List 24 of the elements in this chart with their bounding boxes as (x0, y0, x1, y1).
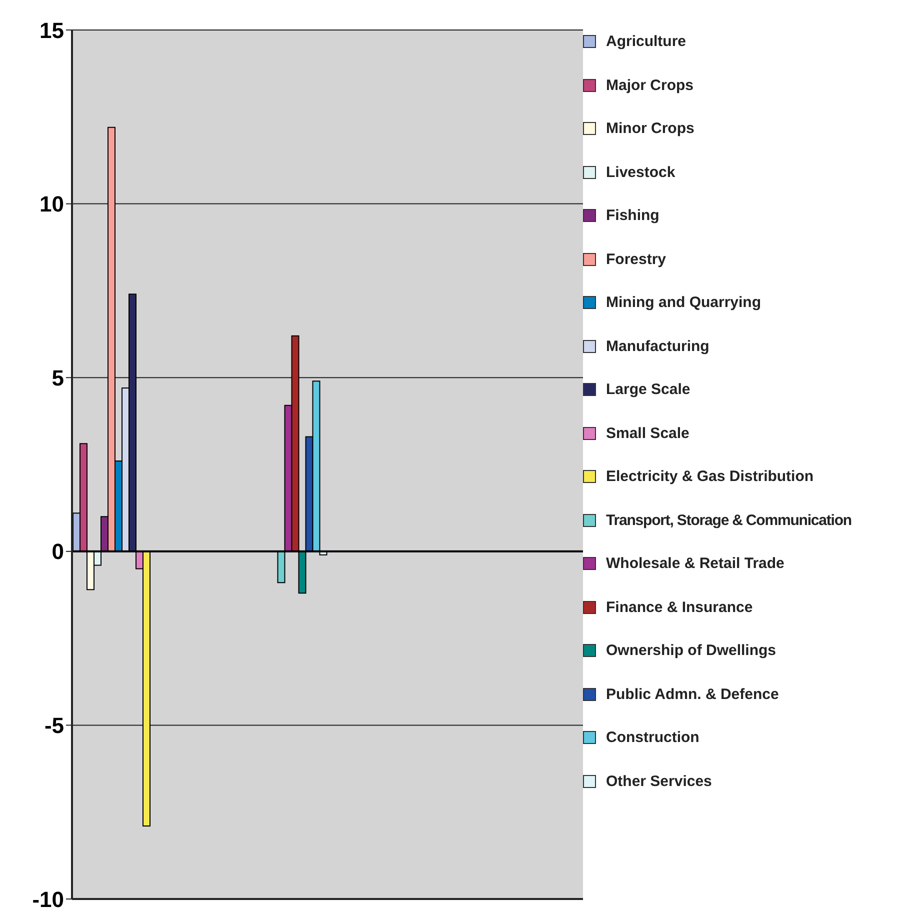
y-tick-label: 10 (40, 192, 64, 217)
legend-label: Other Services (606, 772, 712, 790)
legend-label: Construction (606, 729, 700, 746)
legend-label: Minor Crops (606, 120, 694, 138)
legend-label: Electricity & Gas Distribution (606, 468, 814, 486)
legend-label: Finance & Insurance (606, 598, 753, 616)
legend-label: Small Scale (606, 424, 690, 442)
legend-label: Agriculture (606, 33, 686, 50)
legend-label: Fishing (606, 207, 660, 224)
legend-label: Public Admn. & Defence (606, 686, 779, 703)
legend-label: Ownership of Dwellings (606, 642, 776, 660)
legend-label: Transport, Storage & Communication (606, 512, 852, 529)
legend-label: Wholesale & Retail Trade (606, 555, 784, 572)
legend-label: Large Scale (606, 381, 690, 398)
legend-label: Livestock (606, 164, 676, 181)
y-tick-label: 15 (40, 18, 64, 43)
legend-label: Manufacturing (606, 338, 710, 355)
y-tick-label: -5 (44, 713, 64, 738)
y-tick-label: -10 (32, 886, 64, 912)
y-tick-label: 5 (52, 365, 64, 390)
y-tick-label: 0 (52, 539, 64, 564)
legend-label: Forestry (606, 250, 666, 268)
legend-label: Major Crops (606, 76, 694, 94)
legend-label: Mining and Quarrying (606, 294, 762, 312)
